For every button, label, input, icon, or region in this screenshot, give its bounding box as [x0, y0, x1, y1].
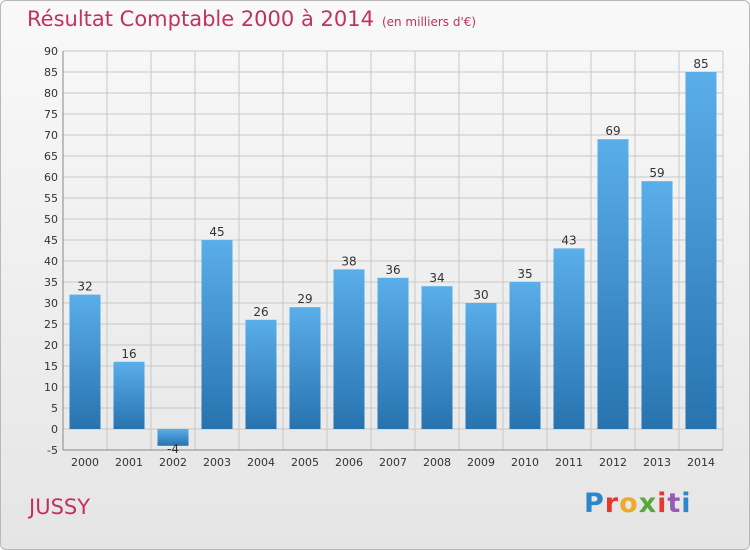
data-label: 43: [561, 233, 576, 247]
data-label: 69: [605, 124, 620, 138]
y-tick-label: 65: [44, 150, 58, 163]
bar: [377, 277, 409, 429]
y-tick-label: 85: [44, 66, 58, 79]
bar: [201, 240, 233, 429]
x-tick-label: 2005: [291, 456, 319, 469]
title-main: Résultat Comptable 2000 à 2014: [27, 7, 374, 31]
chart-title: Résultat Comptable 2000 à 2014 (en millie…: [27, 7, 476, 31]
bar: [113, 361, 145, 429]
data-label: 26: [253, 305, 268, 319]
y-tick-label: 10: [44, 381, 58, 394]
data-label: 38: [341, 254, 356, 268]
y-tick-label: 0: [51, 423, 58, 436]
data-label: 36: [385, 263, 400, 277]
data-label: 32: [77, 280, 92, 294]
data-label: 16: [121, 347, 136, 361]
y-tick-label: 75: [44, 108, 58, 121]
x-tick-label: 2002: [159, 456, 187, 469]
data-label: -4: [167, 442, 179, 456]
title-unit: (en milliers d'€): [381, 15, 477, 29]
y-tick-label: 80: [44, 87, 58, 100]
logo-letter: i: [657, 488, 668, 519]
x-tick-label: 2012: [599, 456, 627, 469]
bar: [333, 269, 365, 429]
bar: [641, 181, 673, 429]
logo-letter: P: [584, 488, 605, 519]
logo-letter: x: [638, 488, 658, 519]
bars: [69, 72, 717, 446]
y-tick-label: 60: [44, 171, 58, 184]
x-tick-label: 2010: [511, 456, 539, 469]
x-tick-label: 2009: [467, 456, 495, 469]
axes: -5 0 5 10 15 20 25 30 35 40 45 50 55 60 65 70 75 80 85 90 20…: [44, 45, 723, 469]
y-tick-label: 20: [44, 339, 58, 352]
data-label: 45: [209, 225, 224, 239]
y-tick-label: 5: [51, 402, 58, 415]
proxiti-logo[interactable]: Proxiti: [584, 488, 692, 519]
bar: [553, 248, 585, 429]
y-tick-label: 55: [44, 192, 58, 205]
logo-letter: i: [681, 488, 692, 519]
y-tick-label: -5: [47, 444, 58, 457]
logo-letter: r: [604, 488, 620, 519]
x-tick-label: 2003: [203, 456, 231, 469]
data-label: 85: [693, 57, 708, 71]
x-tick-label: 2001: [115, 456, 143, 469]
x-tick-label: 2007: [379, 456, 407, 469]
y-tick-label: 45: [44, 234, 58, 247]
x-tick-label: 2014: [687, 456, 715, 469]
bar: [597, 139, 629, 429]
x-tick-label: 2011: [555, 456, 583, 469]
data-label: 29: [297, 292, 312, 306]
bar: [421, 286, 453, 429]
y-tick-label: 70: [44, 129, 58, 142]
labels: 32 16 -4 45 26 29 38 36 34 30 35 43 69 59 85: [77, 57, 708, 456]
x-tick-label: 2000: [71, 456, 99, 469]
y-tick-label: 35: [44, 276, 58, 289]
data-label: 34: [429, 271, 444, 285]
y-tick-label: 40: [44, 255, 58, 268]
x-tick-label: 2013: [643, 456, 671, 469]
y-tick-label: 50: [44, 213, 58, 226]
x-tick-label: 2006: [335, 456, 363, 469]
y-tick-label: 30: [44, 297, 58, 310]
bar: [465, 303, 497, 429]
logo-letter: o: [619, 488, 639, 519]
city-name: JUSSY: [29, 495, 91, 519]
x-tick-label: 2008: [423, 456, 451, 469]
y-tick-label: 25: [44, 318, 58, 331]
bar: [245, 319, 277, 429]
logo-letter: t: [667, 488, 682, 519]
data-label: 35: [517, 267, 532, 281]
y-tick-label: 15: [44, 360, 58, 373]
bar: [685, 72, 717, 429]
y-tick-label: 90: [44, 45, 58, 58]
data-label: 59: [649, 166, 664, 180]
data-label: 30: [473, 288, 488, 302]
bar: [157, 429, 189, 446]
bar: [69, 294, 101, 429]
x-tick-label: 2004: [247, 456, 275, 469]
bar: [509, 282, 541, 429]
bar: [289, 307, 321, 429]
